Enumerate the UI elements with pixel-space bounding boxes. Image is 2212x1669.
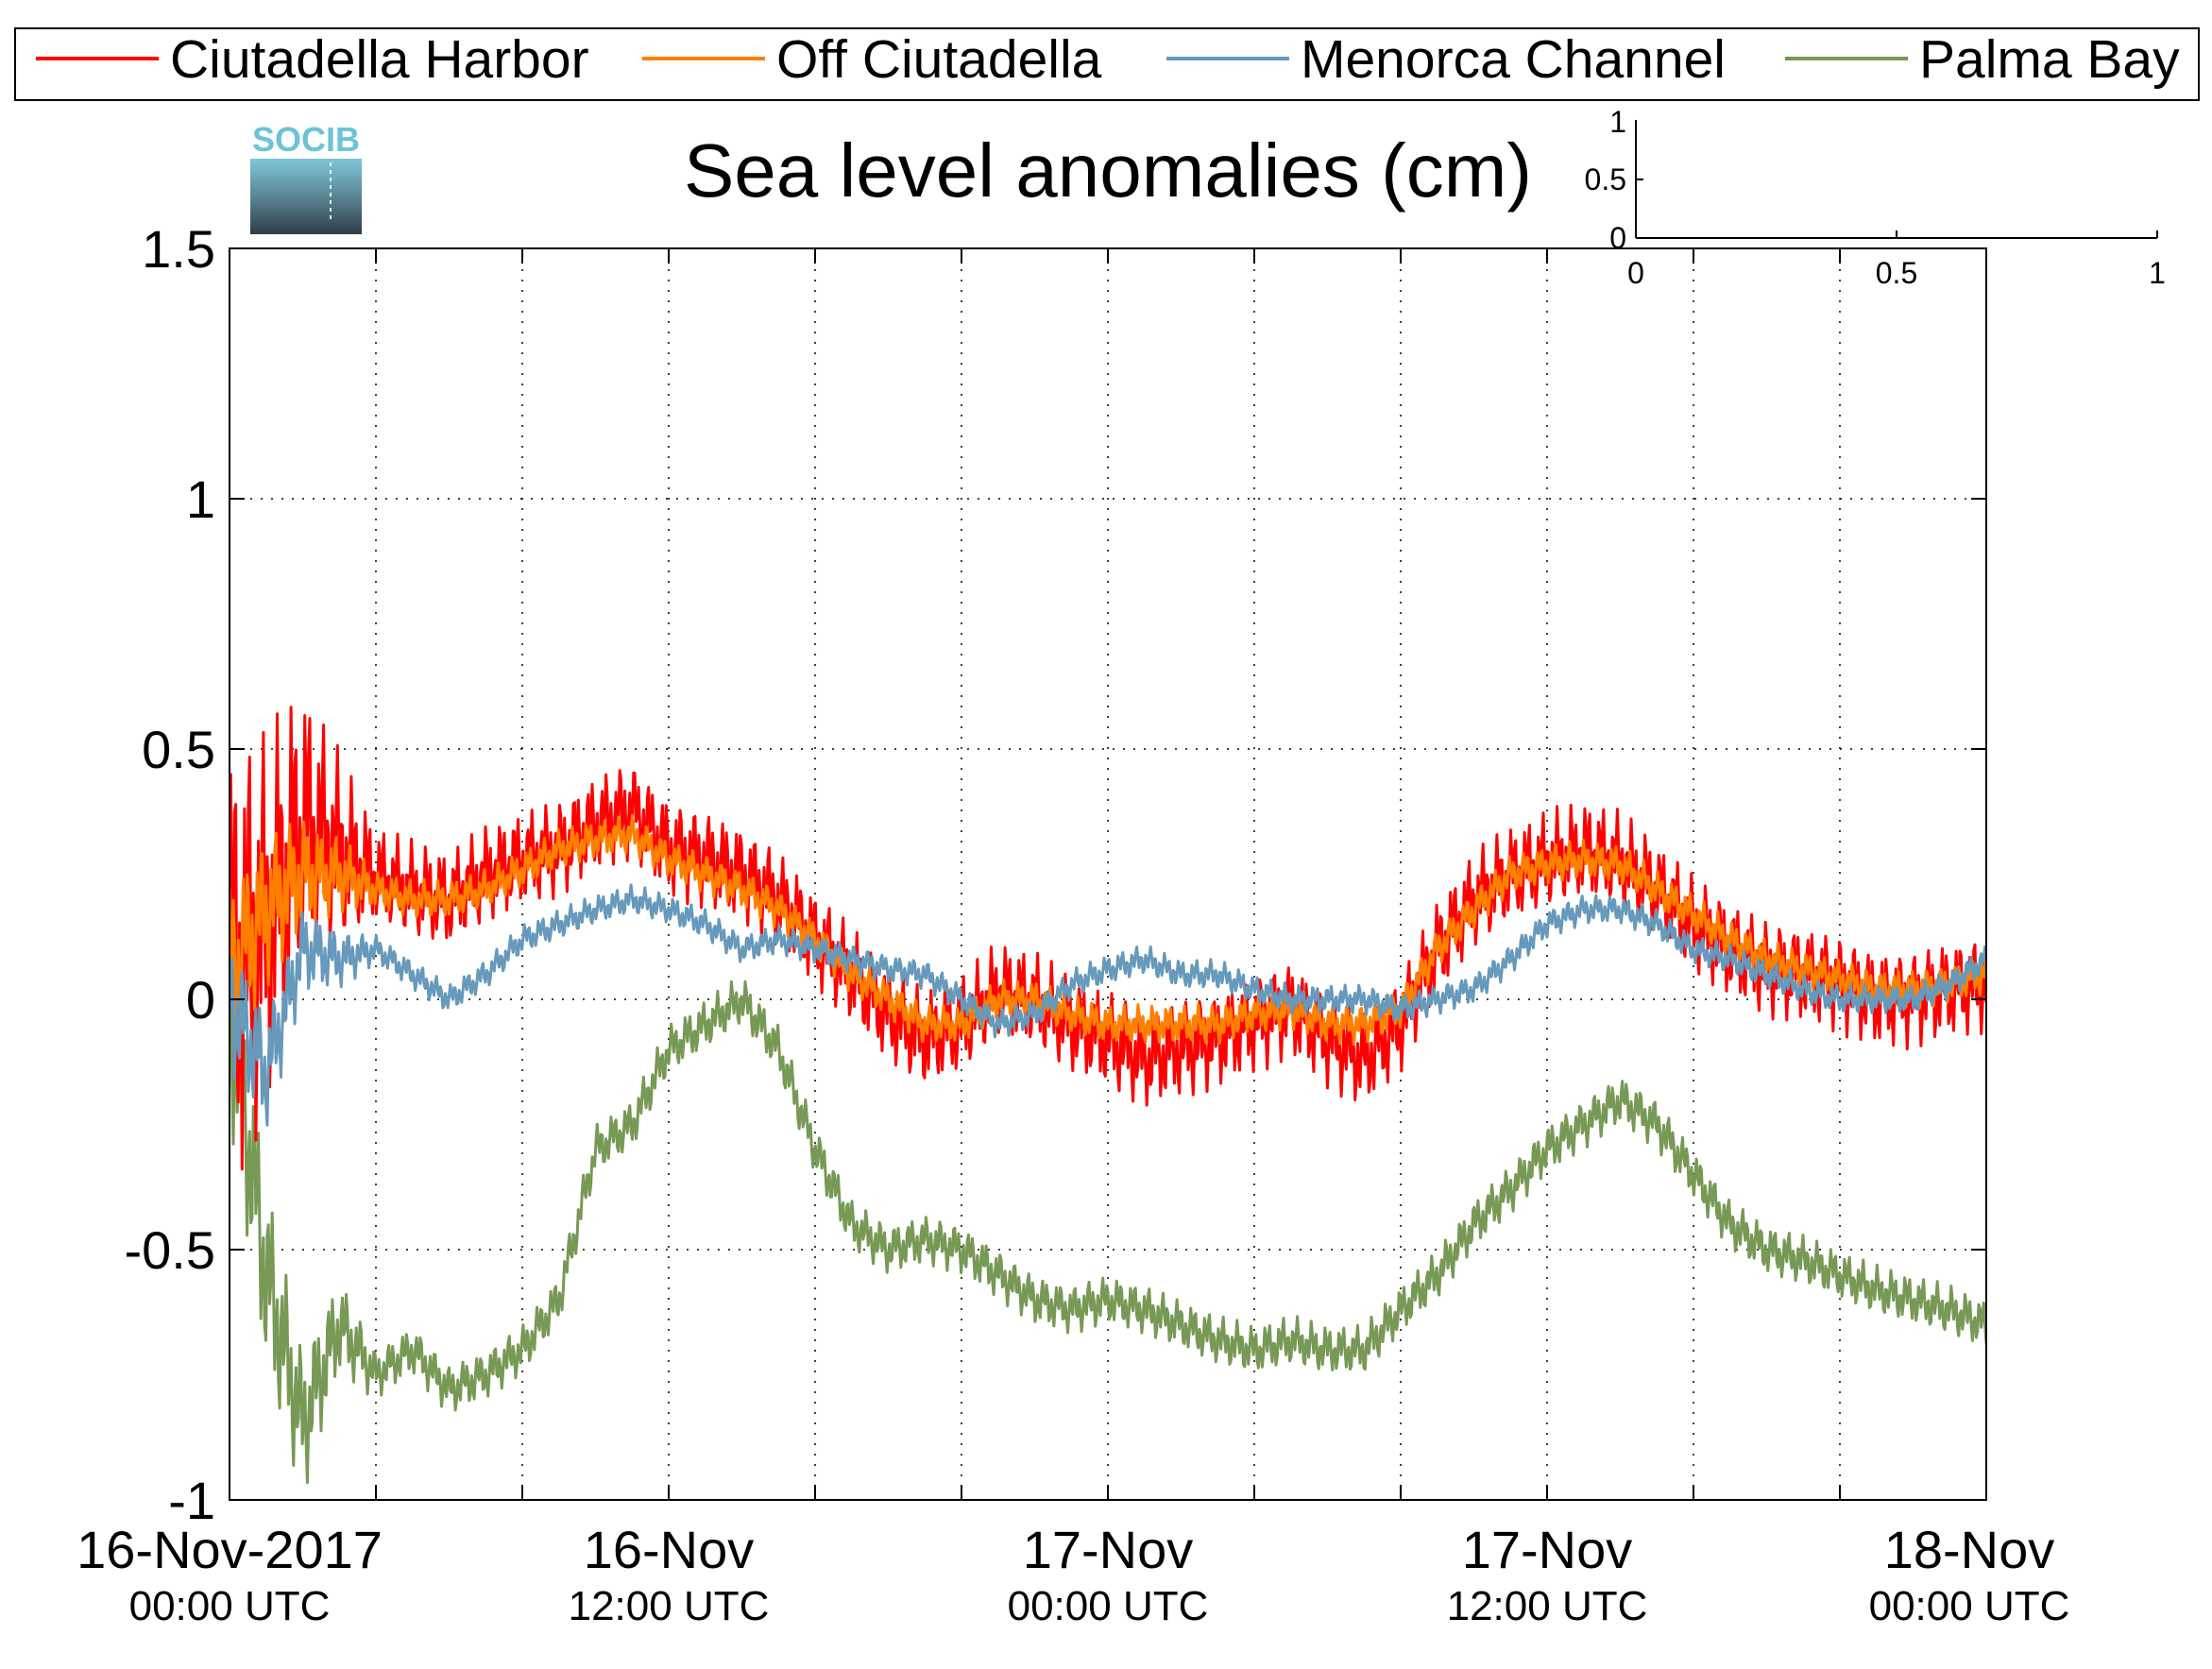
y-tick-label: 0.5 xyxy=(142,720,215,779)
x-tick-sublabel: 00:00 UTC xyxy=(1008,1583,1209,1629)
inset-x-tick: 1 xyxy=(2149,256,2166,290)
x-tick-label: 18-Nov xyxy=(1884,1520,2055,1579)
x-tick-label: 17-Nov xyxy=(1023,1520,1194,1579)
legend-label: Ciutadella Harbor xyxy=(170,29,589,90)
x-tick-label: 16-Nov-2017 xyxy=(77,1520,383,1579)
x-tick-sublabel: 12:00 UTC xyxy=(569,1583,770,1629)
logo-text: SOCIB xyxy=(252,120,360,159)
y-tick-label: -1 xyxy=(168,1471,215,1530)
y-tick-labels: 1.5 1 0.5 0 -0.5 -1 xyxy=(125,219,216,1530)
series-line xyxy=(230,813,1986,1047)
ticks xyxy=(230,247,1986,1501)
x-tick-labels: 16-Nov-2017 00:00 UTC 16-Nov 12:00 UTC 1… xyxy=(77,1520,2069,1629)
y-tick-label: 1.5 xyxy=(142,219,215,279)
x-tick-sublabel: 12:00 UTC xyxy=(1447,1583,1648,1629)
y-tick-label: -0.5 xyxy=(125,1220,216,1280)
inset-y-tick: 1 xyxy=(1609,105,1626,139)
grid xyxy=(230,248,1986,1500)
inset-y-tick: 0.5 xyxy=(1585,162,1626,196)
legend-entry: Off Ciutadella xyxy=(642,29,1102,90)
x-tick-sublabel: 00:00 UTC xyxy=(129,1583,331,1629)
inset-y-tick: 0 xyxy=(1609,221,1626,255)
inset-x-tick: 0 xyxy=(1627,256,1644,290)
legend-entry: Ciutadella Harbor xyxy=(36,29,589,90)
legend-label: Off Ciutadella xyxy=(776,29,1102,90)
series-line xyxy=(230,952,1986,1485)
legend: Ciutadella Harbor Off Ciutadella Menorca… xyxy=(14,27,2200,101)
socib-logo: SOCIB xyxy=(250,120,362,234)
x-tick-sublabel: 00:00 UTC xyxy=(1869,1583,2070,1629)
legend-entry: Palma Bay xyxy=(1785,29,2180,90)
legend-entry: Menorca Channel xyxy=(1166,29,1726,90)
series-layer xyxy=(230,706,1986,1485)
x-tick-label: 16-Nov xyxy=(584,1520,755,1579)
series-line xyxy=(230,883,1986,1127)
legend-label: Menorca Channel xyxy=(1301,29,1726,90)
inset-x-tick: 0.5 xyxy=(1876,256,1917,290)
inset-axes: 1 0.5 0 0 0.5 1 xyxy=(1585,105,2166,290)
chart-title: Sea level anomalies (cm) xyxy=(684,128,1532,213)
y-tick-label: 1 xyxy=(186,469,215,529)
y-tick-label: 0 xyxy=(186,970,215,1030)
legend-label: Palma Bay xyxy=(1919,29,2180,90)
x-tick-label: 17-Nov xyxy=(1462,1520,1633,1579)
